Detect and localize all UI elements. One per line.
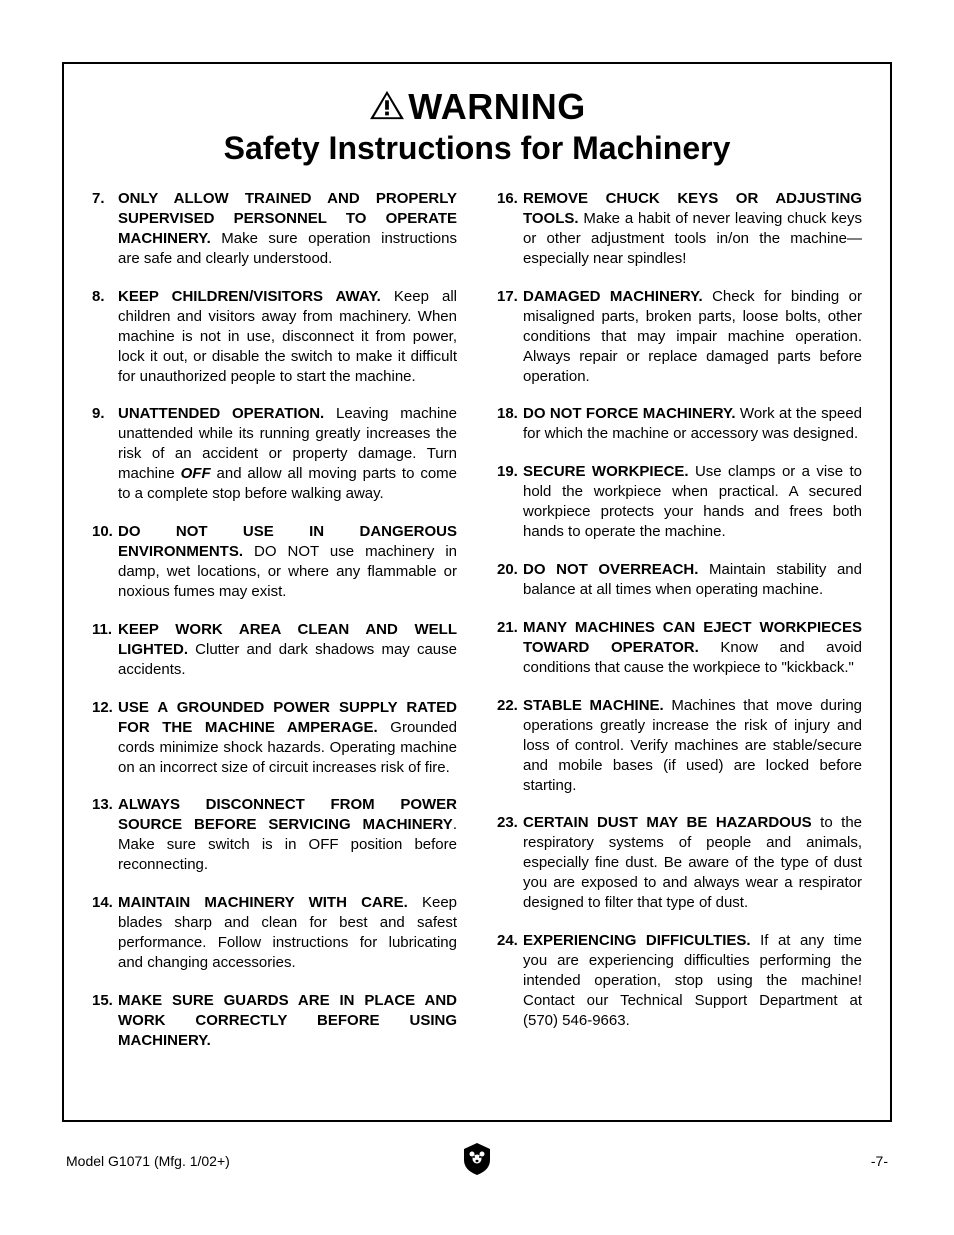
item-number: 18. xyxy=(497,404,523,444)
item-number: 13. xyxy=(92,795,118,875)
item-italic: OFF xyxy=(181,465,211,482)
item-bold-lead: SECURE WORKPIECE. xyxy=(523,463,689,480)
item-bold-lead: DO NOT OVERREACH. xyxy=(523,561,698,578)
item-bold-lead: DO NOT FORCE MACHINERY. xyxy=(523,405,736,422)
item-number: 24. xyxy=(497,931,523,1031)
item-bold-lead: MAINTAIN MACHINERY WITH CARE. xyxy=(118,894,408,911)
item-text: DO NOT FORCE MACHINERY. Work at the spee… xyxy=(523,404,862,444)
item-text: MAINTAIN MACHINERY WITH CARE. Keep blade… xyxy=(118,893,457,973)
item-bold-lead: KEEP CHILDREN/VISITORS AWAY. xyxy=(118,288,381,305)
item-text: DO NOT OVERREACH. Maintain stability and… xyxy=(523,560,862,600)
instruction-item: 21.MANY MACHINES CAN EJECT WORKPIECES TO… xyxy=(497,618,862,678)
item-text: SECURE WORKPIECE. Use clamps or a vise t… xyxy=(523,462,862,542)
instruction-columns: 7.ONLY ALLOW TRAINED AND PROPERLY SUPERV… xyxy=(92,189,862,1069)
warning-header: WARNING Safety Instructions for Machiner… xyxy=(92,86,862,167)
content-frame: WARNING Safety Instructions for Machiner… xyxy=(62,62,892,1122)
instruction-item: 9.UNATTENDED OPERATION. Leaving machine … xyxy=(92,404,457,504)
instruction-item: 18.DO NOT FORCE MACHINERY. Work at the s… xyxy=(497,404,862,444)
item-text: ALWAYS DISCONNECT FROM POWER SOURCE BEFO… xyxy=(118,795,457,875)
item-text: KEEP WORK AREA CLEAN AND WELL LIGHTED. C… xyxy=(118,620,457,680)
instruction-item: 16.REMOVE CHUCK KEYS OR ADJUSTING TOOLS.… xyxy=(497,189,862,269)
right-column: 16.REMOVE CHUCK KEYS OR ADJUSTING TOOLS.… xyxy=(497,189,862,1069)
item-text: CERTAIN DUST MAY BE HAZARDOUS to the res… xyxy=(523,813,862,913)
item-text: ONLY ALLOW TRAINED AND PROPERLY SUPERVIS… xyxy=(118,189,457,269)
item-text: DAMAGED MACHINERY. Check for binding or … xyxy=(523,287,862,387)
footer-model: Model G1071 (Mfg. 1/02+) xyxy=(66,1153,462,1169)
subtitle: Safety Instructions for Machinery xyxy=(92,130,862,167)
footer-page-number: -7- xyxy=(492,1153,888,1169)
item-number: 23. xyxy=(497,813,523,913)
item-text: USE A GROUNDED POWER SUPPLY RATED FOR TH… xyxy=(118,698,457,778)
item-text: DO NOT USE IN DANGEROUS ENVIRONMENTS. DO… xyxy=(118,522,457,602)
item-number: 19. xyxy=(497,462,523,542)
item-bold-lead: STABLE MACHINE. xyxy=(523,697,664,714)
item-number: 17. xyxy=(497,287,523,387)
instruction-item: 23.CERTAIN DUST MAY BE HAZARDOUS to the … xyxy=(497,813,862,913)
instruction-item: 22.STABLE MACHINE. Machines that move du… xyxy=(497,696,862,796)
item-bold-lead: ALWAYS DISCONNECT FROM POWER SOURCE BEFO… xyxy=(118,796,457,833)
item-number: 8. xyxy=(92,287,118,387)
item-bold-lead: CERTAIN DUST MAY BE HAZARDOUS xyxy=(523,814,812,831)
item-number: 9. xyxy=(92,404,118,504)
item-text: STABLE MACHINE. Machines that move durin… xyxy=(523,696,862,796)
item-text: REMOVE CHUCK KEYS OR ADJUSTING TOOLS. Ma… xyxy=(523,189,862,269)
instruction-item: 20.DO NOT OVERREACH. Maintain stability … xyxy=(497,560,862,600)
item-number: 10. xyxy=(92,522,118,602)
page-footer: Model G1071 (Mfg. 1/02+) -7- xyxy=(62,1142,892,1179)
instruction-item: 24.EXPERIENCING DIFFICULTIES. If at any … xyxy=(497,931,862,1031)
item-bold-lead: DAMAGED MACHINERY. xyxy=(523,288,703,305)
warning-triangle-icon xyxy=(368,89,406,126)
item-number: 20. xyxy=(497,560,523,600)
item-number: 16. xyxy=(497,189,523,269)
instruction-item: 19.SECURE WORKPIECE. Use clamps or a vis… xyxy=(497,462,862,542)
item-text: MAKE SURE GUARDS ARE IN PLACE AND WORK C… xyxy=(118,991,457,1051)
warning-line: WARNING xyxy=(92,86,862,128)
footer-logo xyxy=(462,1142,492,1179)
item-number: 15. xyxy=(92,991,118,1051)
manual-page: WARNING Safety Instructions for Machiner… xyxy=(0,0,954,1235)
left-column: 7.ONLY ALLOW TRAINED AND PROPERLY SUPERV… xyxy=(92,189,457,1069)
item-bold-lead: EXPERIENCING DIFFICULTIES. xyxy=(523,932,751,949)
item-number: 14. xyxy=(92,893,118,973)
instruction-item: 7.ONLY ALLOW TRAINED AND PROPERLY SUPERV… xyxy=(92,189,457,269)
instruction-item: 13.ALWAYS DISCONNECT FROM POWER SOURCE B… xyxy=(92,795,457,875)
item-bold-lead: MAKE SURE GUARDS ARE IN PLACE AND WORK C… xyxy=(118,992,457,1049)
warning-label: WARNING xyxy=(408,86,586,128)
instruction-item: 12.USE A GROUNDED POWER SUPPLY RATED FOR… xyxy=(92,698,457,778)
item-bold-lead: UNATTENDED OPERATION. xyxy=(118,405,324,422)
instruction-item: 8.KEEP CHILDREN/VISITORS AWAY. Keep all … xyxy=(92,287,457,387)
item-number: 21. xyxy=(497,618,523,678)
instruction-item: 11.KEEP WORK AREA CLEAN AND WELL LIGHTED… xyxy=(92,620,457,680)
item-number: 22. xyxy=(497,696,523,796)
bear-logo-icon xyxy=(462,1142,492,1176)
item-text: MANY MACHINES CAN EJECT WORKPIECES TOWAR… xyxy=(523,618,862,678)
item-number: 11. xyxy=(92,620,118,680)
item-text: UNATTENDED OPERATION. Leaving machine un… xyxy=(118,404,457,504)
instruction-item: 10.DO NOT USE IN DANGEROUS ENVIRONMENTS.… xyxy=(92,522,457,602)
instruction-item: 14.MAINTAIN MACHINERY WITH CARE. Keep bl… xyxy=(92,893,457,973)
instruction-item: 15.MAKE SURE GUARDS ARE IN PLACE AND WOR… xyxy=(92,991,457,1051)
item-number: 7. xyxy=(92,189,118,269)
item-text: KEEP CHILDREN/VISITORS AWAY. Keep all ch… xyxy=(118,287,457,387)
instruction-item: 17.DAMAGED MACHINERY. Check for binding … xyxy=(497,287,862,387)
item-text: EXPERIENCING DIFFICULTIES. If at any tim… xyxy=(523,931,862,1031)
item-number: 12. xyxy=(92,698,118,778)
